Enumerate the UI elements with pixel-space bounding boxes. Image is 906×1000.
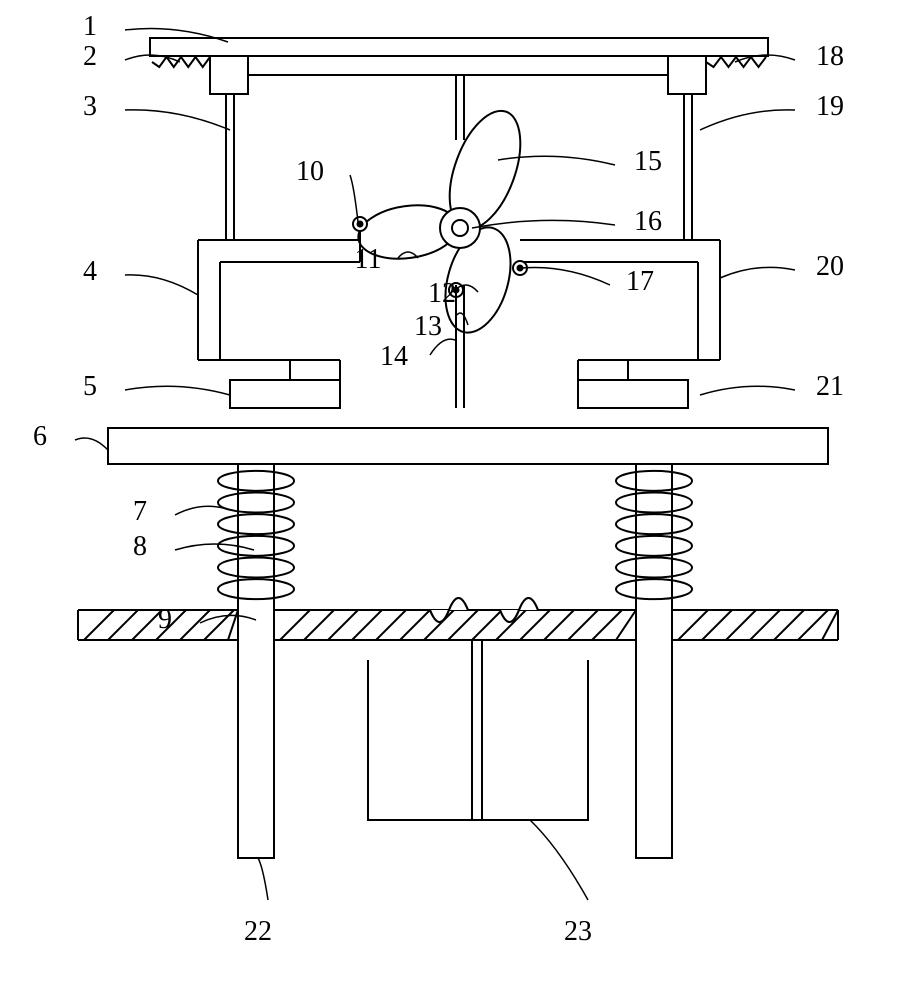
callout-label: 2 [83,41,97,72]
callout-label: 11 [355,244,382,275]
callout-label: 15 [634,146,662,177]
callout-label: 9 [158,604,172,635]
callout-label: 3 [83,91,97,122]
callout-label: 8 [133,531,147,562]
callout-label: 5 [83,371,97,402]
callout-label: 20 [816,251,844,282]
callout-label: 14 [380,341,408,372]
callout-label: 1 [83,11,97,42]
callout-label: 16 [634,206,662,237]
callout-label: 10 [296,156,324,187]
callout-label: 17 [626,266,654,297]
callout-label: 23 [564,916,592,947]
callout-label: 12 [428,278,456,309]
callout-label: 18 [816,41,844,72]
callout-label: 13 [414,311,442,342]
mechanical-diagram: 1234567891011121314151617181920212223 [0,0,906,1000]
callout-label: 6 [33,421,47,452]
callout-label: 7 [133,496,147,527]
callout-label: 21 [816,371,844,402]
callout-label: 4 [83,256,97,287]
callout-label: 19 [816,91,844,122]
callout-label: 22 [244,916,272,947]
